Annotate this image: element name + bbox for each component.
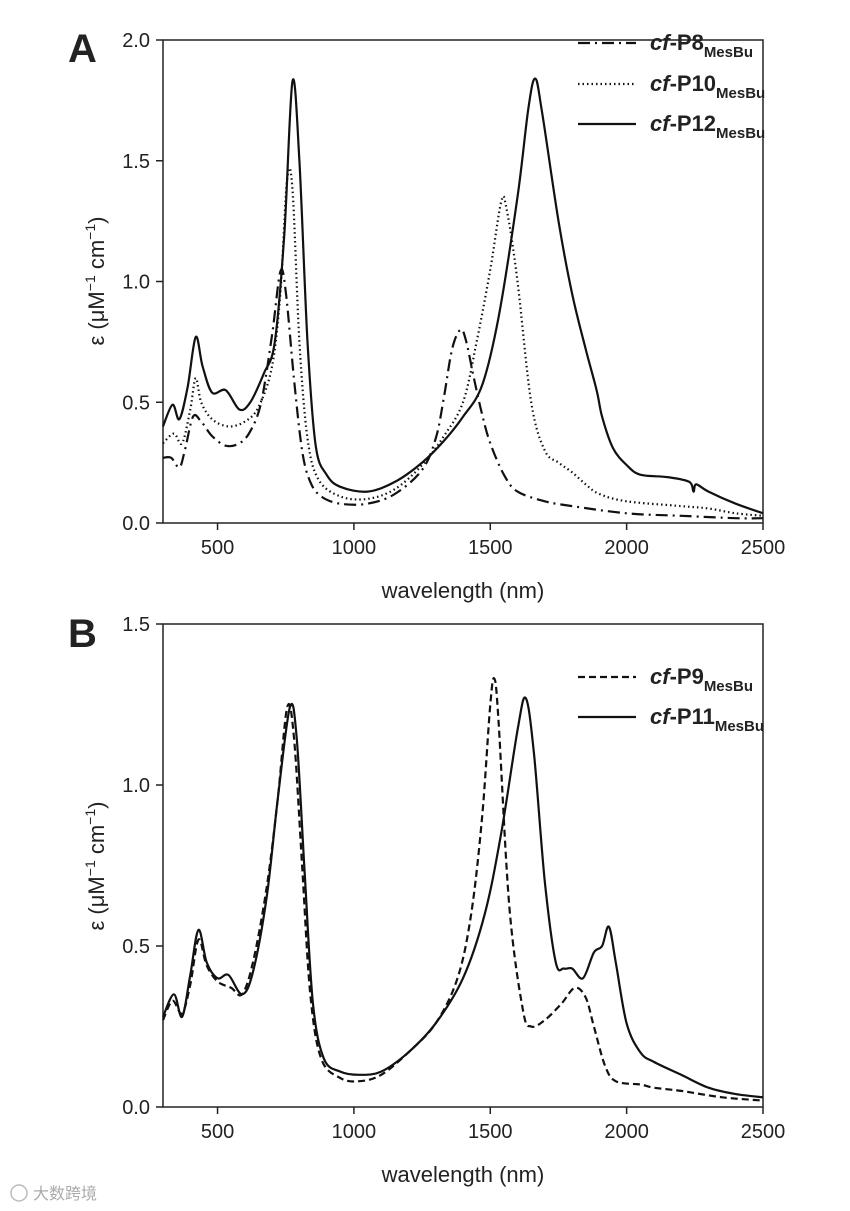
panel-b-ylabel-mid: cm — [84, 825, 109, 860]
legend-label-cf-p11: cf-P11MesBu — [650, 704, 764, 735]
panel-b-y-axis-title: ε (μM−1 cm−1) — [82, 802, 109, 931]
panel-b-xtick-label-1000: 1000 — [332, 1121, 377, 1143]
legend-cf-p10-italic: cf — [650, 71, 672, 96]
panel-b-xtick-label-2000: 2000 — [604, 1121, 649, 1143]
legend-cf-p8-main: -P8 — [670, 30, 704, 55]
legend-cf-p10-sub: MesBu — [716, 85, 765, 102]
legend-cf-p12-main: -P12 — [670, 111, 716, 136]
panel-b-legend: cf-P9MesBu cf-P11MesBu — [578, 664, 764, 735]
panel-a-xtick-label-2000: 2000 — [604, 537, 649, 559]
panel-b-xtick-label-500: 500 — [201, 1121, 234, 1143]
panel-b-plot-frame — [162, 623, 764, 1108]
panel-a-x-axis-title: wavelength (nm) — [381, 578, 545, 603]
legend-cf-p9-italic: cf — [650, 664, 672, 689]
panel-a-ylabel-sup1: −1 — [82, 275, 98, 291]
legend-cf-p11-main: -P11 — [670, 704, 715, 729]
panel-a-y-axis: 0.0 0.5 1.0 1.5 2.0 — [122, 30, 163, 535]
legend-cf-p9-main: -P9 — [670, 664, 704, 689]
panel-a-series-group — [161, 77, 764, 520]
panel-a-xtick-label-500: 500 — [201, 537, 234, 559]
panel-a-ytick-label-1-5: 1.5 — [122, 151, 150, 173]
panel-a-ytick-label-0-5: 0.5 — [122, 392, 150, 414]
panel-b-ytick-label-0: 0.0 — [122, 1097, 150, 1119]
panel-b-chart: B 500 1000 1500 2000 2500 0.0 0.5 1.0 1.5 wavel… — [68, 612, 785, 1187]
legend-label-cf-p10: cf-P10MesBu — [650, 71, 765, 102]
panel-b-ytick-label-1: 1.0 — [122, 775, 150, 797]
legend-label-cf-p8: cf-P8MesBu — [650, 30, 753, 61]
panel-b-ylabel-sup2: −1 — [82, 809, 98, 825]
legend-label-cf-p12: cf-P12MesBu — [650, 111, 765, 142]
panel-b-xtick-label-2500: 2500 — [741, 1121, 786, 1143]
panel-a-ylabel-sup2: −1 — [82, 224, 98, 240]
panel-b-ylabel-sup1: −1 — [82, 860, 98, 876]
legend-cf-p12-sub: MesBu — [716, 125, 765, 142]
watermark-text: 大数跨境 — [33, 1184, 97, 1203]
panel-b-xtick-label-1500: 1500 — [468, 1121, 513, 1143]
panel-a-x-axis: 500 1000 1500 2000 2500 — [201, 523, 785, 559]
panel-b-series-line-cf-p11mesbu — [161, 696, 764, 1099]
panel-a-ytick-label-1: 1.0 — [122, 272, 150, 294]
panel-a-legend: cf-P8MesBu cf-P10MesBu cf-P12MesBu — [578, 30, 765, 142]
watermark-logo-icon — [10, 1184, 28, 1202]
panel-a-ylabel-mid: cm — [84, 240, 109, 275]
legend-cf-p10-main: -P10 — [670, 71, 716, 96]
watermark: 大数跨境 — [10, 1184, 97, 1203]
panel-a-y-axis-title: ε (μM−1 cm−1) — [82, 217, 109, 346]
panel-b-ylabel-base: ε (μM — [84, 876, 109, 930]
panel-b-x-axis: 500 1000 1500 2000 2500 — [201, 1107, 785, 1143]
panel-a-letter: A — [68, 27, 97, 71]
panel-a-series-line-cf-p10mesbu — [162, 167, 764, 517]
panel-b-ylabel-end: ) — [84, 802, 109, 809]
panel-a-ylabel-base: ε (μM — [84, 291, 109, 345]
panel-b-series-group — [161, 677, 764, 1102]
legend-cf-p8-sub: MesBu — [704, 44, 753, 61]
panel-a-chart: A 500 1000 1500 2000 2500 0.0 0.5 1.0 1.5 2.0 wa… — [68, 27, 785, 603]
panel-a-ytick-label-0: 0.0 — [122, 513, 150, 535]
panel-a-xtick-label-1500: 1500 — [468, 537, 513, 559]
panel-b-x-axis-title: wavelength (nm) — [381, 1162, 545, 1187]
legend-cf-p12-italic: cf — [650, 111, 672, 136]
panel-b-y-axis: 0.0 0.5 1.0 1.5 — [122, 614, 163, 1119]
panel-b-letter: B — [68, 612, 97, 656]
panel-a-series-line-cf-p8mesbu — [162, 268, 764, 520]
legend-cf-p11-sub: MesBu — [715, 718, 764, 735]
legend-cf-p9-sub: MesBu — [704, 678, 753, 695]
legend-label-cf-p9: cf-P9MesBu — [650, 664, 753, 695]
panel-b-ytick-label-0-5: 0.5 — [122, 936, 150, 958]
legend-cf-p11-italic: cf — [650, 704, 672, 729]
panel-a-xtick-label-2500: 2500 — [741, 537, 786, 559]
panel-a-xtick-label-1000: 1000 — [332, 537, 377, 559]
legend-cf-p8-italic: cf — [650, 30, 672, 55]
panel-a-ylabel-end: ) — [84, 217, 109, 224]
panel-b-ytick-label-1-5: 1.5 — [122, 614, 150, 636]
panel-a-series-line-cf-p12mesbu — [161, 77, 764, 515]
panel-a-ytick-label-2: 2.0 — [122, 30, 150, 52]
